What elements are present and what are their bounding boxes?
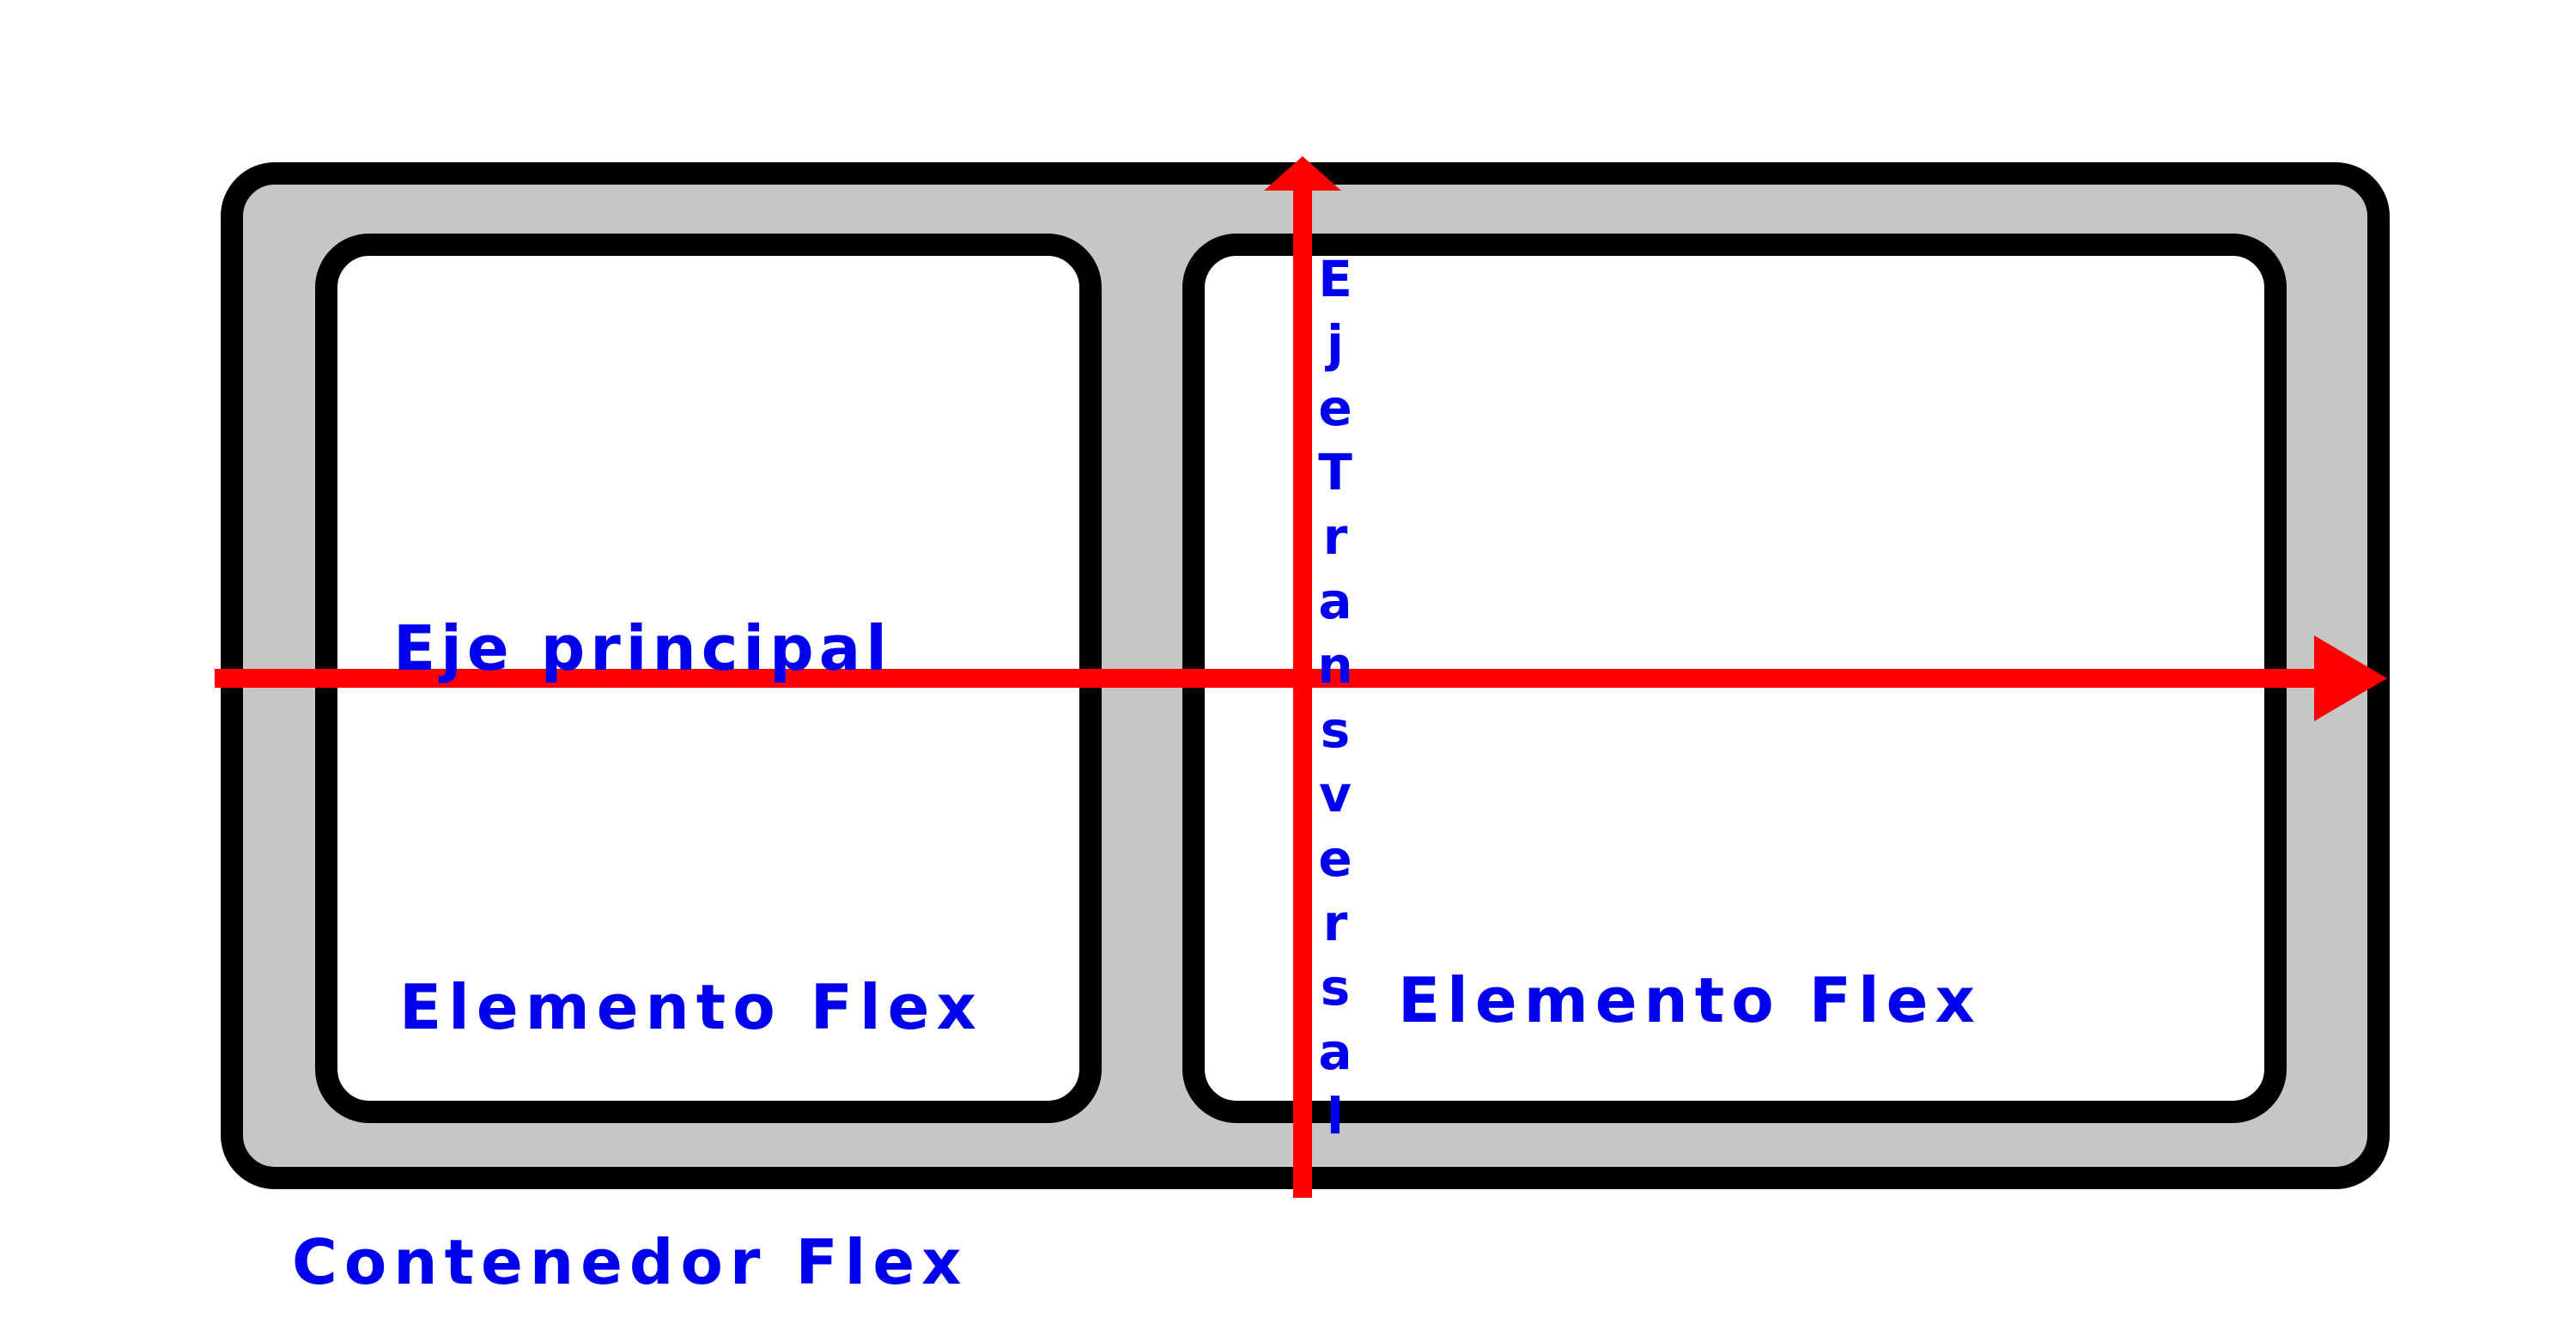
flex-item-2-label: Elemento Flex <box>1398 964 1982 1036</box>
cross-axis-arrowhead <box>1264 156 1341 191</box>
container-label: Contenedor Flex <box>292 1226 969 1298</box>
flex-item-1-label: Elemento Flex <box>399 971 983 1043</box>
main-axis-label: Eje principal <box>393 612 892 684</box>
main-axis-arrowhead <box>2314 635 2387 721</box>
